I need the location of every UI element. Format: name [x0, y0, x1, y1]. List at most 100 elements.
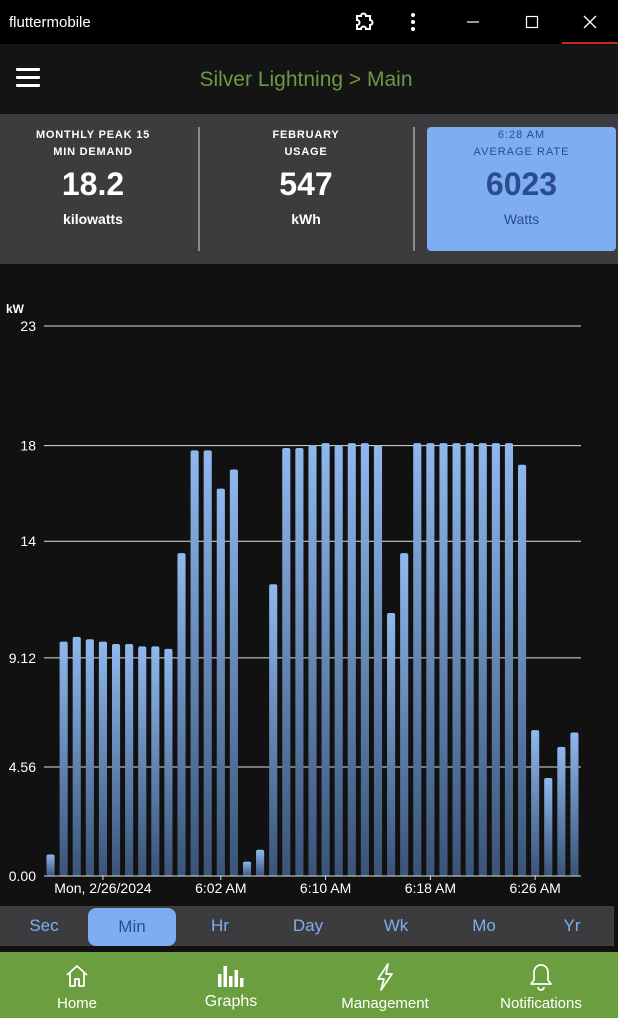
extensions-button[interactable] [339, 0, 389, 44]
period-tab-wk[interactable]: Wk [383, 916, 409, 935]
nav-home[interactable]: Home [0, 952, 154, 1018]
x-tick-label: 6:10 AM [300, 880, 351, 896]
chart-bar[interactable] [59, 641, 68, 876]
y-tick-label: 14 [20, 533, 36, 549]
chart-bar[interactable] [557, 746, 566, 876]
chart-bar[interactable] [203, 450, 212, 876]
more-vertical-icon [411, 13, 415, 31]
stat-value: 547 [279, 166, 333, 202]
chart-bar[interactable] [111, 644, 121, 876]
chart-bar[interactable] [373, 445, 383, 876]
close-icon [583, 15, 597, 29]
nav-label: Notifications [500, 995, 582, 1012]
stat-label: 6:28 AM [497, 129, 546, 141]
chart-bar[interactable] [46, 854, 55, 876]
nav-graphs[interactable]: Graphs [154, 952, 308, 1018]
chart-bar[interactable] [334, 445, 343, 876]
chart-bar[interactable] [295, 447, 304, 876]
period-tab-mo[interactable]: Mo [472, 916, 496, 935]
chart-bar[interactable] [465, 443, 474, 876]
menu-icon[interactable] [16, 68, 42, 90]
minimize-icon [467, 21, 479, 23]
chart-bar[interactable] [504, 443, 514, 876]
chart-svg: kW 0.00 4.56 9.12 14 18 23 Mon, 2/26/2024 6:02… [6, 302, 581, 896]
close-button[interactable] [565, 0, 615, 44]
minimize-button[interactable] [448, 0, 498, 44]
more-options-button[interactable] [388, 0, 438, 44]
chart-bar[interactable] [216, 488, 225, 876]
stat-value: 6023 [485, 166, 558, 202]
chart-bar[interactable] [85, 639, 94, 876]
chart-bar[interactable] [360, 443, 369, 876]
chart-bar[interactable] [190, 450, 199, 876]
stat-unit: Watts [503, 211, 540, 227]
chart-bar[interactable] [256, 849, 265, 876]
y-tick-label: 18 [20, 438, 36, 454]
maximize-button[interactable] [507, 0, 557, 44]
lightning-icon [377, 963, 393, 991]
chart-bar[interactable] [242, 861, 252, 876]
y-tick-label: 23 [20, 318, 36, 334]
x-tick-label: 6:26 AM [509, 880, 560, 896]
stat-average-rate[interactable]: 6:28 AM AVERAGE RATE 6023 Watts [427, 127, 616, 251]
period-tab-day[interactable]: Day [292, 916, 324, 935]
period-tab-hr[interactable]: Hr [211, 916, 229, 935]
maximize-icon [525, 15, 539, 29]
chart-bar[interactable] [151, 646, 160, 876]
stat-label: MONTHLY PEAK 15 [35, 129, 151, 141]
demand-chart[interactable]: kW 0.00 4.56 9.12 14 18 23 Mon, 2/26/2024 6:02… [0, 264, 618, 904]
window-titlebar: fluttermobile [0, 0, 618, 44]
period-tab-min[interactable]: Min [88, 908, 176, 946]
period-tab-sec[interactable]: Sec [29, 916, 59, 935]
window-title: fluttermobile [9, 14, 91, 31]
stat-monthly-peak: MONTHLY PEAK 15 MIN DEMAND 18.2 kilowatt… [0, 127, 186, 251]
stat-divider [198, 127, 200, 251]
close-accent-line [562, 42, 618, 44]
chart-bar[interactable] [72, 636, 81, 876]
stat-unit: kilowatts [63, 211, 123, 227]
chart-bar[interactable] [282, 447, 291, 876]
y-tick-label: 4.56 [9, 759, 36, 775]
x-tick-label: 6:18 AM [405, 880, 456, 896]
page-title: Silver Lightning > Main [199, 68, 413, 91]
bell-icon [530, 964, 552, 991]
puzzle-icon [356, 12, 374, 30]
chart-bar[interactable] [177, 553, 186, 876]
bar-chart-icon [218, 966, 244, 987]
stat-label: FEBRUARY [272, 129, 340, 141]
chart-bar[interactable] [413, 443, 422, 876]
chart-bar[interactable] [269, 584, 278, 876]
period-tab-yr[interactable]: Yr [563, 916, 581, 935]
stat-label: AVERAGE RATE [473, 146, 570, 158]
bottom-navigation: Home Graphs Management Notifications [0, 952, 618, 1018]
period-tabs: Sec Min Hr Day Wk Mo Yr [0, 906, 614, 946]
chart-bar[interactable] [570, 732, 579, 876]
chart-bar[interactable] [400, 553, 409, 876]
chart-bar[interactable] [164, 648, 173, 876]
chart-bar[interactable] [491, 443, 500, 876]
nav-notifications[interactable]: Notifications [464, 952, 618, 1018]
nav-label: Graphs [204, 993, 258, 1010]
chart-bar[interactable] [98, 641, 107, 876]
chart-bar[interactable] [138, 646, 147, 876]
chart-bar[interactable] [544, 777, 553, 876]
nav-management[interactable]: Management [308, 952, 462, 1018]
nav-label: Home [56, 995, 97, 1012]
chart-bar[interactable] [426, 443, 435, 876]
chart-bar[interactable] [439, 443, 448, 876]
x-tick-label: 6:02 AM [195, 880, 246, 896]
stat-unit: kWh [291, 211, 321, 227]
stats-panel: MONTHLY PEAK 15 MIN DEMAND 18.2 kilowatt… [0, 114, 618, 264]
chart-bar[interactable] [308, 445, 317, 876]
chart-bar[interactable] [321, 443, 330, 876]
chart-bar[interactable] [478, 443, 487, 876]
chart-bar[interactable] [125, 644, 134, 876]
stat-value: 18.2 [61, 166, 125, 202]
chart-bar[interactable] [531, 730, 540, 876]
chart-bar[interactable] [387, 612, 396, 876]
chart-bar[interactable] [347, 443, 356, 876]
chart-bar[interactable] [452, 443, 461, 876]
chart-bar[interactable] [518, 464, 527, 876]
stat-divider [413, 127, 415, 251]
chart-bar[interactable] [229, 469, 238, 876]
